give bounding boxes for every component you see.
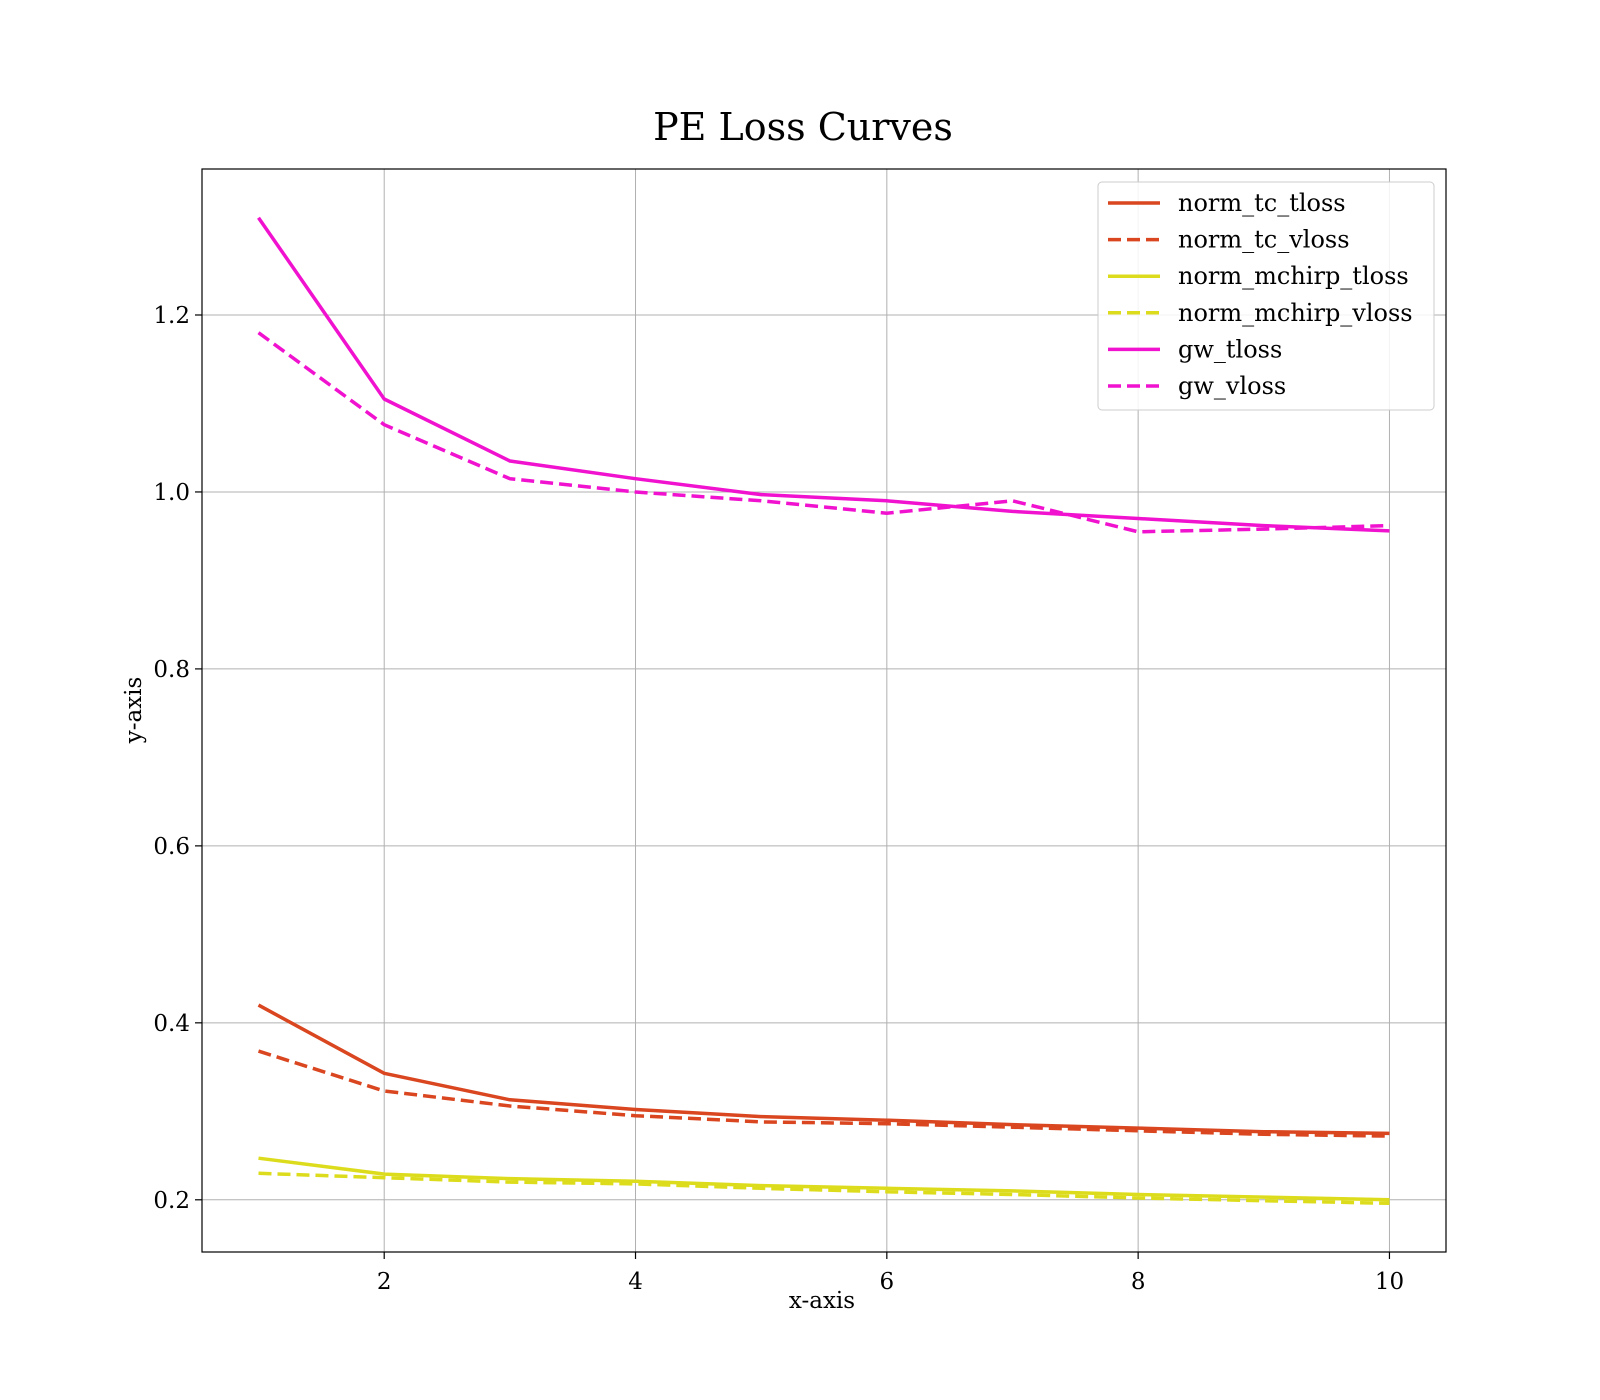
series-line-gw_vloss bbox=[257, 331, 1390, 534]
y-tick-label: 1.0 bbox=[153, 480, 190, 506]
series-line-gw_tloss bbox=[257, 216, 1390, 533]
x-tick-label: 6 bbox=[880, 1269, 895, 1295]
legend-box bbox=[1097, 181, 1435, 411]
y-tick-label: 0.2 bbox=[153, 1188, 190, 1214]
x-axis-label: x-axis bbox=[789, 1288, 855, 1314]
y-tick-label: 1.2 bbox=[153, 303, 190, 329]
series-line-norm_mchirp_tloss bbox=[258, 1156, 1390, 1202]
legend-label: norm_mchirp_vloss bbox=[1178, 299, 1413, 327]
legend: norm_tc_tloss norm_tc_vloss norm_mchirp_tl… bbox=[1097, 181, 1435, 411]
series-line-norm_tc_tloss bbox=[257, 1003, 1390, 1136]
x-ticks: 2 4 6 8 10 bbox=[377, 1252, 1404, 1295]
y-axis-label: y-axis bbox=[121, 677, 147, 745]
series-line-norm_tc_vloss bbox=[257, 1049, 1390, 1138]
series-layer bbox=[257, 216, 1390, 1206]
x-tick-label: 8 bbox=[1131, 1269, 1146, 1295]
y-tick-label: 0.4 bbox=[153, 1011, 190, 1037]
y-tick-label: 0.6 bbox=[153, 834, 190, 860]
grid bbox=[202, 169, 1446, 1252]
y-tick-label: 0.8 bbox=[153, 657, 190, 683]
series-line-norm_mchirp_vloss bbox=[258, 1171, 1390, 1206]
legend-label: gw_vloss bbox=[1178, 372, 1286, 400]
chart-title: PE Loss Curves bbox=[653, 105, 953, 149]
x-tick-label: 4 bbox=[628, 1269, 643, 1295]
plot-frame bbox=[201, 168, 1447, 1253]
legend-label: norm_tc_tloss bbox=[1178, 189, 1346, 217]
x-tick-label: 10 bbox=[1375, 1269, 1404, 1295]
y-ticks: 0.2 0.4 0.6 0.8 1.0 1.2 bbox=[153, 303, 202, 1214]
legend-label: gw_tloss bbox=[1178, 335, 1282, 363]
x-tick-label: 2 bbox=[377, 1269, 392, 1295]
legend-label: norm_mchirp_tloss bbox=[1178, 262, 1409, 290]
legend-label: norm_tc_vloss bbox=[1178, 226, 1350, 254]
